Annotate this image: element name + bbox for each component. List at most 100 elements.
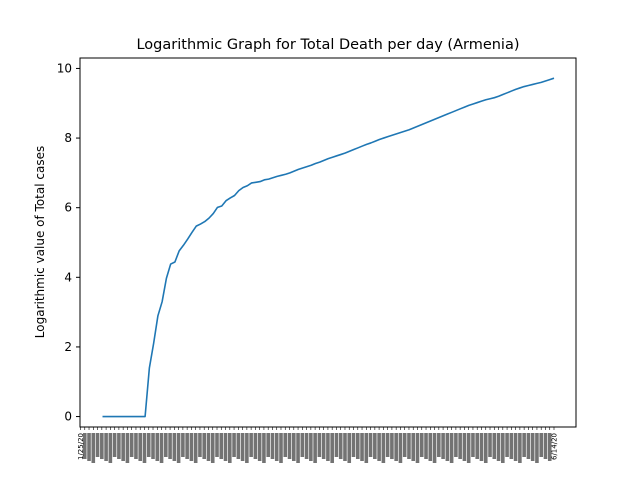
x-tick-label-illegible (198, 433, 202, 457)
x-tick-label-illegible (432, 433, 437, 463)
x-tick-label-illegible (445, 433, 450, 461)
x-tick-label-illegible (266, 433, 270, 457)
x-tick-label-illegible (424, 433, 428, 459)
x-tick-label-illegible (347, 433, 352, 463)
x-tick-label-illegible (309, 433, 313, 461)
x-tick-label-illegible (151, 433, 155, 459)
x-tick-label-illegible (496, 433, 501, 461)
x-tick-label-illegible (304, 433, 309, 459)
x-axis: 1/25/20 6/14/20 (77, 427, 559, 463)
x-tick-label-illegible (215, 433, 219, 457)
x-tick-label-illegible (535, 433, 539, 463)
x-tick-label-illegible (176, 433, 181, 463)
x-tick-label-illegible (547, 433, 552, 461)
chart-title: Logarithmic Graph for Total Death per da… (136, 37, 519, 53)
x-tick-label-illegible (206, 433, 211, 461)
x-tick-label-illegible (377, 433, 381, 461)
x-tick-label-illegible (100, 433, 104, 459)
x-tick-label-illegible (274, 433, 279, 461)
x-tick-label-illegible (249, 433, 253, 457)
x-tick-label-illegible (415, 433, 420, 463)
x-tick-label-illegible (95, 433, 100, 457)
x-tick-label-illegible (321, 433, 326, 459)
x-tick-label-illegible (454, 433, 458, 457)
x-tick-label-illegible (164, 433, 168, 457)
x-tick-label-illegible (262, 433, 266, 463)
x-tick-label-illegible (108, 433, 113, 463)
x-tick-label-illegible (189, 433, 194, 461)
x-tick-label-illegible (483, 433, 488, 463)
x-tick-label-illegible (87, 433, 91, 461)
y-tick-label: 8 (64, 131, 72, 145)
x-tick-label-illegible (104, 433, 108, 461)
x-tick-label-illegible (300, 433, 305, 457)
x-tick-label-illegible (125, 433, 130, 463)
x-tick-label-illegible (279, 433, 283, 463)
x-tick-label-illegible (313, 433, 317, 463)
x-tick-label-illegible (539, 433, 544, 457)
x-tick-label-illegible (202, 433, 207, 459)
x-tick-label-illegible (330, 433, 334, 463)
x-tick-label-illegible (270, 433, 275, 459)
y-axis: 0 2 4 6 8 10 (57, 61, 80, 424)
x-tick-label-illegible (240, 433, 245, 461)
x-tick-label-illegible (257, 433, 262, 461)
x-tick-label-illegible (458, 433, 462, 459)
x-tick-label-illegible (522, 433, 526, 457)
x-tick-label-illegible (492, 433, 497, 459)
x-tick-label-illegible (228, 433, 232, 463)
x-tick-label-illegible (253, 433, 258, 459)
x-tick-label-illegible (334, 433, 339, 457)
x-tick-label-illegible (146, 433, 151, 457)
x-tick-label-illegible (138, 433, 143, 461)
x-tick-label-illegible (509, 433, 514, 459)
x-tick-label-illegible (326, 433, 330, 461)
x-tick-label-illegible (193, 433, 198, 463)
x-tick-label-illegible (360, 433, 364, 461)
x-tick-label-illegible (449, 433, 454, 463)
x-tick-label-illegible (394, 433, 398, 461)
x-tick-label-illegible (428, 433, 433, 461)
x-tick-label-illegible (419, 433, 424, 457)
x-tick-label-illegible (168, 433, 172, 459)
x-tick-label-illegible (134, 433, 138, 459)
x-tick-label-illegible (381, 433, 386, 463)
plot-frame (79, 57, 577, 428)
x-tick-label-illegible (355, 433, 360, 459)
x-tick-label: 1/25/20 (77, 433, 85, 460)
x-tick-label-illegible (488, 433, 492, 457)
y-tick-label: 4 (64, 270, 72, 284)
y-tick-label: 10 (57, 61, 72, 75)
x-tick-label-illegible (385, 433, 390, 457)
x-tick-label-illegible (185, 433, 189, 459)
x-tick-label-illegible (142, 433, 147, 463)
x-tick-label-illegible (543, 433, 548, 459)
x-tick-label-illegible (291, 433, 296, 461)
x-tick-label-illegible (172, 433, 177, 461)
y-tick-label: 0 (64, 410, 72, 424)
x-tick-label-illegible (155, 433, 160, 461)
y-tick-label: 2 (64, 340, 72, 354)
x-tick-label-illegible (245, 433, 249, 463)
x-tick-label-illegible (129, 433, 134, 457)
x-tick-label-illegible (223, 433, 228, 461)
x-tick-label-illegible (471, 433, 475, 457)
series-line (102, 77, 555, 418)
x-tick-label-illegible (219, 433, 224, 459)
x-tick-label-illegible (505, 433, 509, 457)
x-tick-label-illegible (402, 433, 407, 457)
x-tick-label-illegible (441, 433, 445, 459)
x-tick-label-illegible (117, 433, 121, 459)
x-tick-label-illegible (462, 433, 467, 461)
x-tick-label-illegible (530, 433, 535, 461)
x-tick-label-illegible (317, 433, 322, 457)
x-tick-label-illegible (368, 433, 373, 457)
x-tick-label-illegible (513, 433, 518, 461)
y-tick-label: 6 (64, 201, 72, 215)
x-tick-label-illegible (518, 433, 522, 463)
x-tick-label-illegible (91, 433, 96, 463)
x-tick-label-illegible (283, 433, 288, 457)
x-tick-label-illegible (181, 433, 185, 457)
x-tick-label-illegible (390, 433, 394, 459)
